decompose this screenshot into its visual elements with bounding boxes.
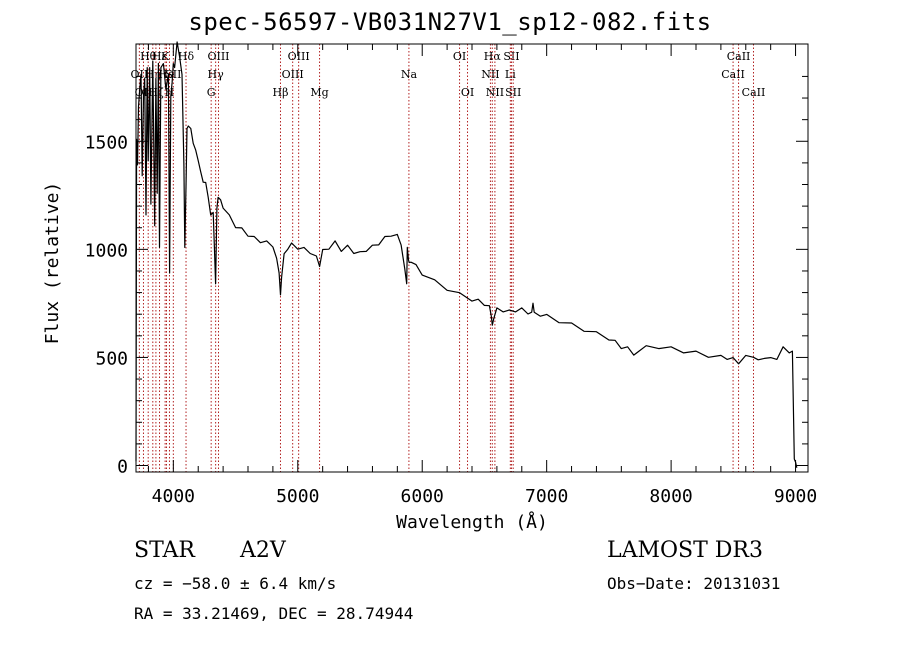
x-tick-label: 5000 — [276, 486, 319, 507]
survey-name: LAMOST DR3 — [607, 538, 763, 563]
spectral-line-label: CaII — [727, 50, 751, 63]
x-tick-label: 6000 — [401, 486, 444, 507]
y-tick-label: 1500 — [85, 132, 128, 153]
spectral-line-label: OIII — [282, 68, 304, 81]
x-axis-label: Wavelength (Å) — [396, 511, 548, 533]
x-tick-label: 9000 — [774, 486, 817, 507]
spectral-line-label: SII — [505, 86, 521, 99]
object-type: STAR — [134, 538, 195, 563]
spectral-line-label: Hβ — [273, 86, 289, 99]
spectral-line-label: OI — [453, 50, 466, 63]
chart-title: spec-56597-VB031N27V1_sp12-082.fits — [188, 8, 712, 36]
y-axis-label: Flux (relative) — [42, 182, 63, 345]
spectral-line-label: He — [158, 68, 174, 81]
object-subclass: A2V — [240, 538, 286, 563]
spectral-line-label: SII — [165, 68, 181, 81]
spectral-line-label: CaII — [742, 86, 766, 99]
spectral-line-label: Li — [505, 68, 516, 81]
y-tick-label: 0 — [117, 457, 128, 478]
spectral-line-label: Hα — [484, 50, 502, 63]
spectral-line-label: K — [161, 50, 170, 63]
spectral-line-label: SII — [503, 50, 519, 63]
obs-date-text: Obs−Date: 20131031 — [607, 574, 781, 593]
spectrum-line — [135, 41, 798, 468]
x-tick-label: 8000 — [649, 486, 692, 507]
spectral-line-label: H — [165, 86, 175, 99]
spectral-line-label: Hθ — [140, 50, 157, 63]
spectral-line-label: G — [207, 86, 216, 99]
x-tick-label: 7000 — [525, 486, 568, 507]
spectral-line-label: CaII — [721, 68, 745, 81]
spectral-line-label: Na — [401, 68, 418, 81]
spectral-line-label: NII — [486, 86, 504, 99]
coordinates-text: RA = 33.21469, DEC = 28.74944 — [134, 604, 414, 623]
spectral-line-label: OIII — [207, 50, 229, 63]
spectral-line-label: Hε — [152, 50, 168, 63]
spectral-line-label: Hδ — [178, 50, 195, 63]
spectral-line-label: OI — [461, 86, 474, 99]
y-tick-label: 500 — [95, 348, 128, 369]
spectral-line-label: Hγ — [208, 68, 225, 81]
plot-frame — [135, 43, 809, 473]
y-tick-label: 1000 — [85, 240, 128, 261]
spectral-line-label: NII — [481, 68, 499, 81]
redshift-text: cz = −58.0 ± 6.4 km/s — [134, 574, 337, 593]
spectral-line-label: OII — [131, 68, 149, 81]
spectral-line-label: Mg — [310, 86, 328, 99]
spectral-line-label: OIII — [288, 50, 310, 63]
x-tick-label: 4000 — [152, 486, 195, 507]
